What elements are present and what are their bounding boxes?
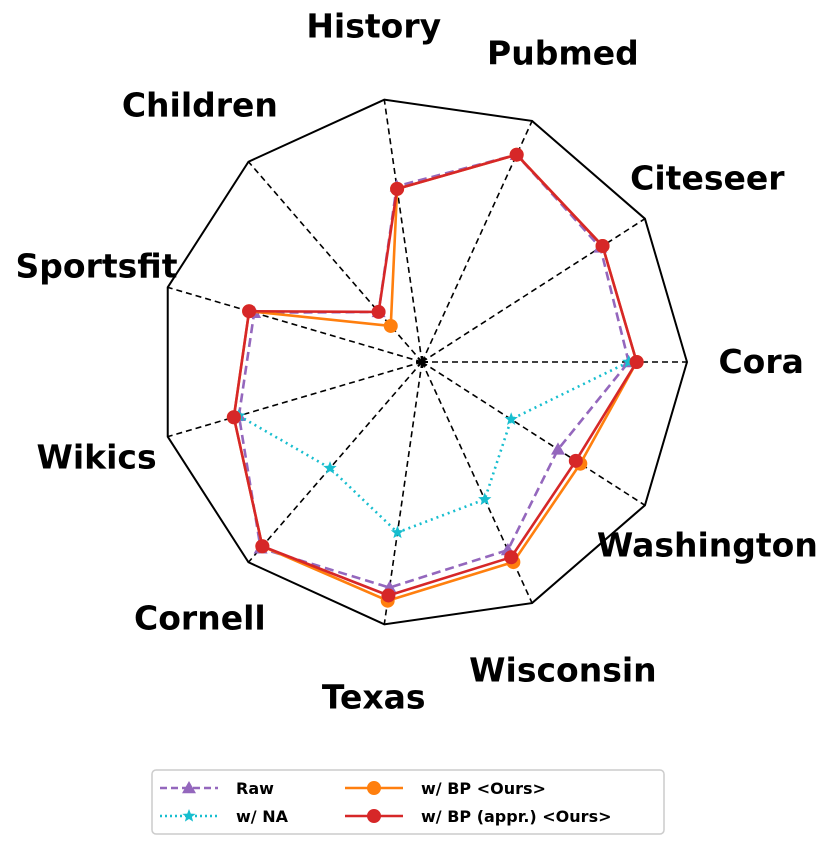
point-w-bp-appr-ours-history <box>390 181 405 196</box>
series-w-na <box>232 355 636 539</box>
legend-label: w/ BP (appr.) <Ours> <box>421 807 612 826</box>
point-w-bp-appr-ours-pubmed <box>509 147 524 162</box>
radar-spoke-texas <box>383 361 423 625</box>
point-w-na-texas <box>390 525 405 539</box>
legend-item-w-bp-appr-ours: w/ BP (appr.) <Ours> <box>345 807 612 826</box>
axis-label-washington: Washington <box>597 525 818 564</box>
point-w-na-cora <box>622 355 636 368</box>
point-w-na-washington <box>504 412 518 425</box>
radar-series <box>226 147 644 608</box>
point-w-bp-appr-ours-cora <box>629 355 644 369</box>
series-w-bp-appr-ours <box>226 147 644 603</box>
axis-label-wikics: Wikics <box>36 438 156 477</box>
axis-label-history: History <box>306 6 441 45</box>
radar-spoke-washington <box>421 361 646 506</box>
point-w-bp-appr-ours-wikics <box>226 410 241 425</box>
legend-label: w/ NA <box>236 807 289 826</box>
radar-spoke-history <box>383 99 423 363</box>
legend-item-raw: Raw <box>160 779 274 798</box>
radar-spoke-sportsfit <box>167 286 423 363</box>
legend: Raw w/ NA w/ BP <Ours> w/ BP (appr.) <Ours> <box>151 769 665 835</box>
point-w-bp-ours-children <box>383 318 398 333</box>
legend-frame <box>151 769 665 835</box>
radar-outer-frame <box>166 98 689 626</box>
series-line-w-bp-appr-ours <box>232 153 638 597</box>
radar-spoke-cornell <box>247 361 423 563</box>
axis-label-children: Children <box>122 86 278 125</box>
axis-label-sportsfit: Sportsfit <box>16 246 178 285</box>
point-w-bp-appr-ours-texas <box>381 588 396 603</box>
axis-label-wisconsin: Wisconsin <box>469 651 657 690</box>
series-line-w-bp-ours <box>232 153 638 602</box>
legend-item-w-na: w/ NA <box>160 807 289 826</box>
legend-swatch-marker <box>367 809 381 823</box>
axis-labels: Cora Citeseer Pubmed History Children Sportsf… <box>16 6 818 716</box>
point-w-na-wisconsin <box>478 492 492 506</box>
legend-label: w/ BP <Ours> <box>421 779 546 798</box>
point-w-na-cornell <box>323 461 337 474</box>
series-line-raw <box>237 153 631 589</box>
point-w-bp-appr-ours-cornell <box>255 539 270 554</box>
radar-center <box>416 356 428 368</box>
legend-swatch-marker <box>182 809 196 822</box>
axis-label-cora: Cora <box>718 342 803 381</box>
point-w-bp-appr-ours-children <box>371 304 386 319</box>
point-w-bp-appr-ours-washington <box>568 453 583 468</box>
point-raw-washington <box>550 442 565 455</box>
radar-spoke-pubmed <box>421 120 533 363</box>
legend-label: Raw <box>236 779 274 798</box>
series-w-bp-ours <box>226 147 644 608</box>
series-line-w-na <box>238 360 630 534</box>
axis-label-cornell: Cornell <box>134 598 266 637</box>
point-w-bp-appr-ours-wisconsin <box>504 550 519 565</box>
point-w-bp-appr-ours-sportsfit <box>242 304 257 319</box>
point-w-bp-appr-ours-citeseer <box>595 238 610 253</box>
axis-label-pubmed: Pubmed <box>487 33 639 72</box>
axis-label-texas: Texas <box>322 678 426 717</box>
legend-item-w-bp-ours: w/ BP <Ours> <box>345 779 546 798</box>
legend-swatch-marker <box>367 781 381 795</box>
legend-swatch-marker <box>182 781 196 794</box>
axis-label-citeseer: Citeseer <box>630 159 785 198</box>
radar-spoke-wikics <box>167 361 423 438</box>
